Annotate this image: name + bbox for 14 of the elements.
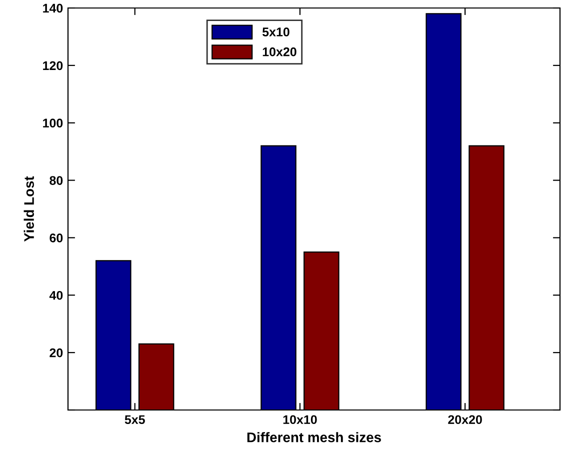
- y-tick-label: 120: [43, 61, 63, 70]
- y-tick-label: 100: [43, 118, 63, 128]
- y-tick-label: 60: [50, 234, 63, 242]
- x-tick-label: 10x10: [283, 415, 317, 424]
- y-tick-label: 20: [50, 348, 63, 358]
- x-tick-label: 20x20: [448, 415, 482, 424]
- y-axis-title: Yield Lost: [24, 176, 34, 242]
- y-tick-label: 80: [50, 176, 63, 185]
- x-tick-label: 5x5: [124, 415, 145, 424]
- legend-label: 5x10: [262, 28, 290, 36]
- y-tick-label: 40: [49, 290, 63, 300]
- y-tick-label: 140: [43, 4, 63, 13]
- x-axis-title: Different mesh sizes: [247, 432, 381, 442]
- legend-label: 10x20: [262, 47, 296, 56]
